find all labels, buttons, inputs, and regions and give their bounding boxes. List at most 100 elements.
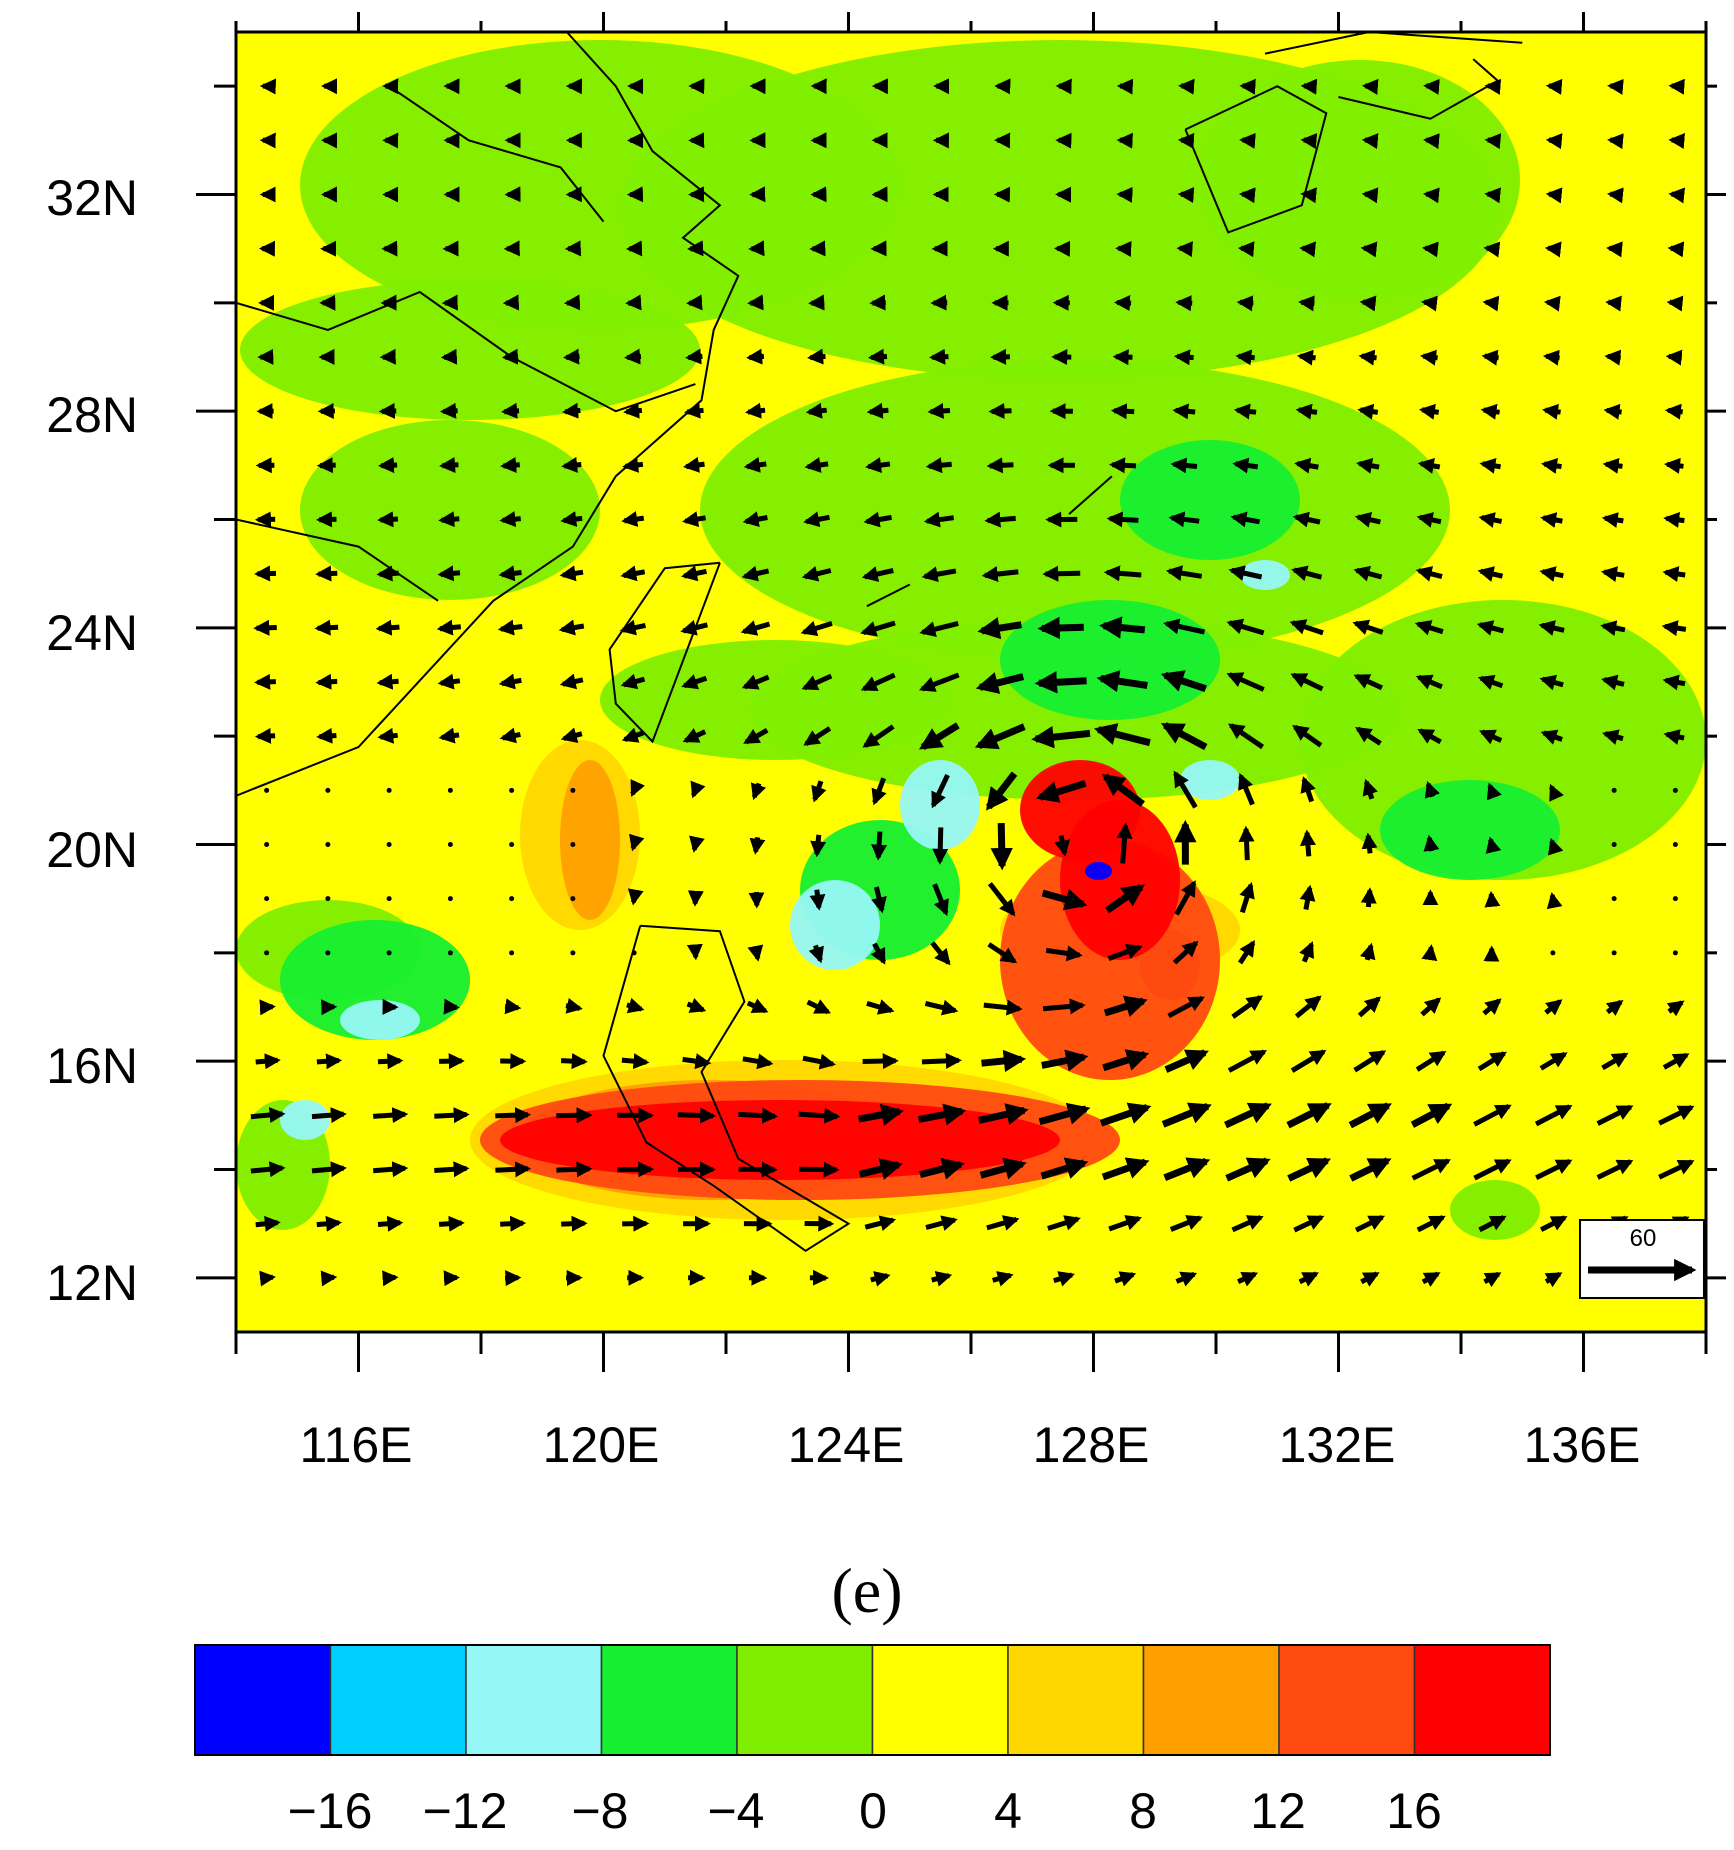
- wind-vector: [620, 565, 646, 582]
- wind-vector: [1293, 1214, 1325, 1233]
- wind-vector: [264, 950, 270, 956]
- wind-vector: [1160, 722, 1208, 751]
- wind-vector: [509, 950, 515, 956]
- wind-vector: [253, 619, 277, 636]
- wind-vector: [1232, 457, 1259, 474]
- wind-vector: [1107, 944, 1143, 961]
- wind-vector: [858, 1103, 904, 1126]
- wind-vector: [986, 457, 1014, 474]
- wind-vector: [1356, 457, 1380, 474]
- wind-vector: [1177, 132, 1195, 149]
- wind-vector: [563, 294, 581, 311]
- wind-vector: [738, 1107, 779, 1124]
- wind-vector: [979, 1157, 1027, 1180]
- wind-vector: [1602, 729, 1624, 745]
- lat-tick-label: 16N: [46, 1038, 138, 1094]
- wind-vector: [1604, 349, 1622, 366]
- wind-vector: [680, 619, 709, 636]
- wind-vector: [1477, 566, 1504, 582]
- wind-vector: [1227, 1049, 1268, 1073]
- wind-vector: [570, 896, 576, 902]
- wind-vector: [1672, 842, 1678, 847]
- wind-vector: [621, 727, 645, 743]
- wind-vector: [439, 1053, 465, 1070]
- colorbar-swatch: [871, 1644, 1009, 1756]
- wind-vector: [1550, 950, 1556, 956]
- wind-vector: [1040, 1157, 1089, 1180]
- coastline: [236, 32, 740, 797]
- wind-vector: [386, 950, 392, 956]
- wind-vector: [1663, 512, 1685, 528]
- colorbar-tick-label: 12: [1250, 1783, 1306, 1839]
- lat-tick-label: 12N: [46, 1255, 138, 1311]
- wind-vector: [1544, 241, 1562, 258]
- wind-vector: [434, 1161, 470, 1178]
- wind-vector: [930, 774, 950, 809]
- wind-vector: [1542, 349, 1560, 366]
- panel-label: (e): [831, 1555, 902, 1626]
- wind-vector: [863, 511, 893, 528]
- colorbar: [194, 1644, 1551, 1756]
- wind-vector: [1486, 782, 1502, 801]
- wind-vector: [1473, 1158, 1512, 1181]
- wind-vector: [810, 834, 827, 858]
- wind-vector: [1289, 619, 1324, 636]
- wind-vector: [1106, 511, 1139, 528]
- wind-vector: [808, 294, 825, 311]
- wind-vector: [629, 833, 645, 852]
- wind-vector: [617, 1161, 655, 1178]
- wind-vector: [806, 999, 831, 1015]
- wind-vector: [495, 1107, 532, 1124]
- wind-vector: [1672, 896, 1678, 902]
- reference-vector-label: 60: [1630, 1225, 1657, 1252]
- wind-vector: [1102, 1049, 1150, 1072]
- lat-tick-label: 20N: [46, 822, 138, 878]
- wind-vector: [1299, 241, 1316, 258]
- lon-tick-label: 136E: [1524, 1417, 1641, 1473]
- wind-vector: [690, 780, 706, 799]
- wind-vector: [509, 842, 515, 847]
- wind-vector: [315, 673, 338, 690]
- wind-vector: [373, 1107, 409, 1124]
- wind-vector: [1093, 723, 1151, 747]
- field-patch: [1085, 862, 1112, 880]
- wind-vector: [1348, 1102, 1392, 1129]
- wind-vector: [932, 827, 949, 865]
- wind-vector: [981, 1049, 1027, 1073]
- wind-vector: [918, 1103, 967, 1126]
- wind-vector: [264, 787, 270, 793]
- wind-vector: [1239, 78, 1256, 95]
- wind-vector: [921, 1052, 962, 1069]
- wind-vector: [1539, 1215, 1568, 1232]
- wind-vector: [1539, 674, 1564, 691]
- wind-vector: [740, 620, 771, 636]
- wind-vector: [1300, 133, 1318, 150]
- wind-vector: [929, 348, 949, 365]
- colorbar-tick-label: 16: [1386, 1783, 1442, 1839]
- field-patch: [790, 880, 880, 970]
- wind-vector: [1037, 616, 1084, 640]
- wind-vector: [800, 620, 833, 637]
- wind-vector: [1417, 728, 1442, 745]
- wind-vector: [807, 348, 826, 365]
- colorbar-swatch: [600, 1644, 738, 1756]
- wind-vector: [560, 1053, 588, 1070]
- wind-vector: [437, 565, 461, 582]
- wind-vector: [325, 787, 331, 793]
- wind-vector: [1596, 1159, 1634, 1180]
- wind-vector: [1546, 891, 1563, 910]
- wind-vector: [1420, 349, 1438, 366]
- wind-vector: [320, 1270, 338, 1287]
- wind-vector: [684, 402, 704, 419]
- wind-vector: [570, 787, 576, 793]
- wind-vector: [1544, 999, 1563, 1016]
- wind-vector: [1298, 295, 1315, 312]
- wind-vector: [749, 837, 766, 855]
- wind-vector: [386, 896, 392, 902]
- wind-vector: [681, 674, 708, 690]
- wind-vector: [504, 998, 522, 1015]
- wind-vector: [741, 565, 770, 582]
- wind-vector: [620, 673, 646, 690]
- wind-vector: [316, 511, 337, 528]
- colorbar-tick-label: −8: [571, 1783, 628, 1839]
